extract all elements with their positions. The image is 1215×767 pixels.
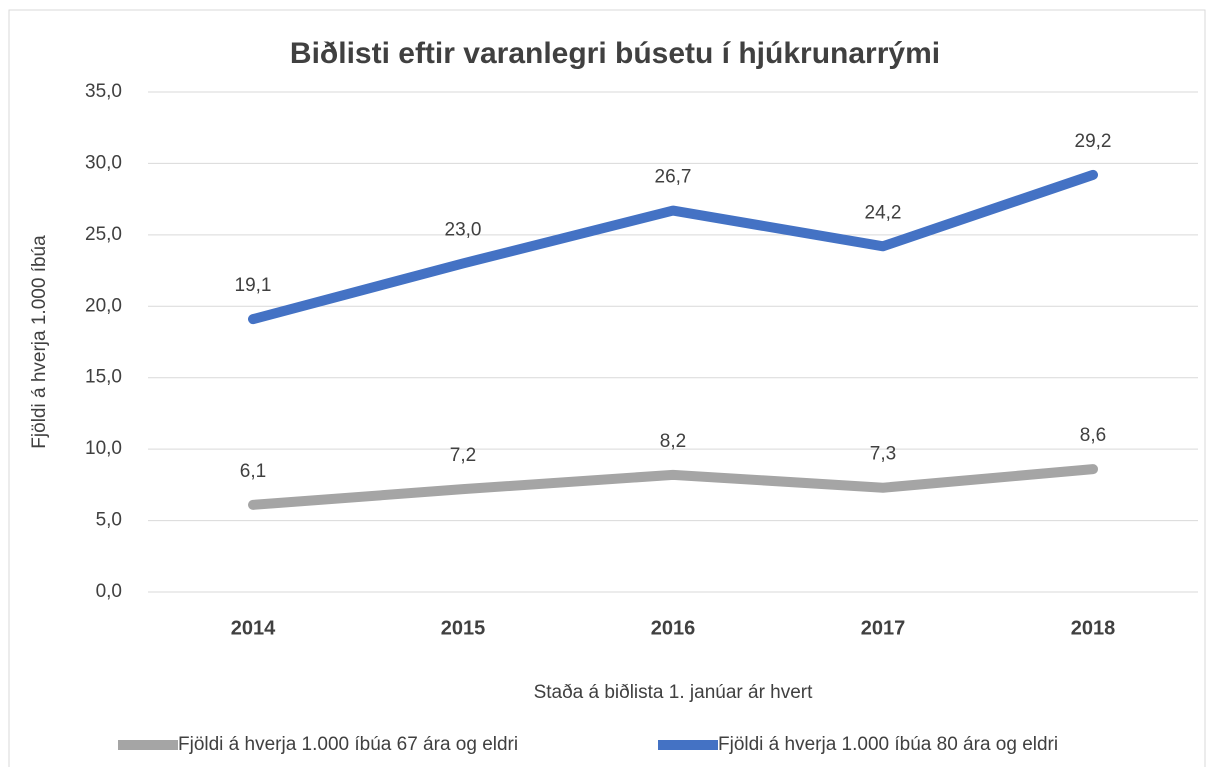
y-tick-label: 25,0 <box>85 224 122 245</box>
data-label: 24,2 <box>865 202 902 223</box>
data-label: 19,1 <box>235 275 272 296</box>
y-tick-label: 35,0 <box>85 81 122 102</box>
chart-title: Biðlisti eftir varanlegri búsetu í hjúkr… <box>290 37 940 70</box>
chart-border <box>8 9 1206 767</box>
y-axis-label: Fjöldi á hverja 1.000 íbúa <box>29 235 50 449</box>
y-tick-label: 15,0 <box>85 367 122 388</box>
x-axis-label: Staða á biðlista 1. janúar ár hvert <box>534 682 814 703</box>
legend-label: Fjöldi á hverja 1.000 íbúa 80 ára og eld… <box>718 734 1058 755</box>
data-label: 29,2 <box>1075 131 1112 152</box>
y-tick-label: 5,0 <box>96 510 122 531</box>
x-tick-label: 2018 <box>1071 617 1116 639</box>
data-label: 8,2 <box>660 431 686 452</box>
y-tick-label: 20,0 <box>85 295 122 316</box>
data-label: 8,6 <box>1080 425 1106 446</box>
x-tick-label: 2015 <box>441 617 486 639</box>
legend-label: Fjöldi á hverja 1.000 íbúa 67 ára og eld… <box>178 734 518 755</box>
data-label: 7,3 <box>870 444 896 465</box>
x-tick-label: 2014 <box>231 617 276 639</box>
series-line <box>248 464 1098 510</box>
data-label: 6,1 <box>240 461 266 482</box>
y-tick-label: 30,0 <box>85 152 122 173</box>
x-tick-label: 2016 <box>651 617 696 639</box>
x-tick-label: 2017 <box>861 617 906 639</box>
data-label: 23,0 <box>445 219 482 240</box>
series-line <box>248 169 1098 325</box>
data-label: 26,7 <box>655 167 692 188</box>
y-tick-label: 10,0 <box>85 438 122 459</box>
y-tick-label: 0,0 <box>96 581 122 602</box>
data-label: 7,2 <box>450 445 476 466</box>
